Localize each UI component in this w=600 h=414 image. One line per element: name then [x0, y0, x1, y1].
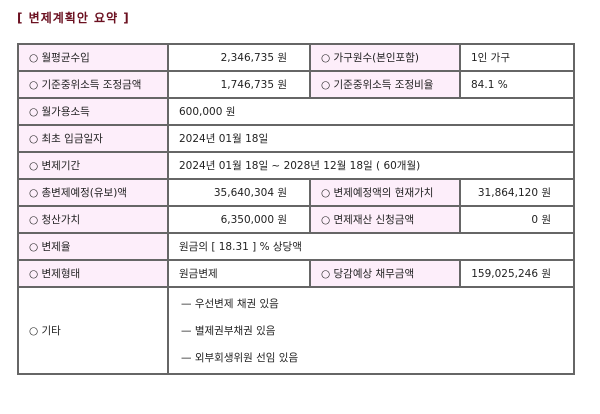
value-total: 35,640,304 원: [167, 178, 311, 207]
value-rate: 원금의 [ 18.31 ] % 상당액: [167, 232, 575, 261]
table-row: ○ 변제기간 2024년 01월 18일 ~ 2028년 12월 18일 ( 6…: [17, 151, 575, 180]
label-first-payment: ○ 최초 입금일자: [17, 124, 169, 153]
label-disposable: ○ 월가용소득: [17, 97, 169, 126]
etc-item: — 외부회생위원 선임 있음: [181, 352, 299, 364]
label-total: ○ 총변제예정(유보)액: [17, 178, 169, 207]
value-first-payment: 2024년 01월 18일: [167, 124, 575, 153]
value-period: 2024년 01월 18일 ~ 2028년 12월 18일 ( 60개월): [167, 151, 575, 180]
table-row: ○ 기타 — 우선변제 채권 있음 — 별제권부채권 있음 — 외부회생위원 선…: [17, 286, 575, 375]
label-present-value: ○ 변제예정액의 현재가치: [309, 178, 461, 207]
label-monthly-income: ○ 월평균수입: [17, 43, 169, 72]
value-liquidation: 6,350,000 원: [167, 205, 311, 234]
label-liquidation: ○ 청산가치: [17, 205, 169, 234]
label-etc: ○ 기타: [17, 286, 169, 375]
etc-item: — 우선변제 채권 있음: [181, 298, 279, 310]
page-title: [ 변제계획안 요약 ]: [17, 11, 130, 25]
value-type: 원금변제: [167, 259, 311, 288]
table-row: ○ 변제율 원금의 [ 18.31 ] % 상당액: [17, 232, 575, 261]
value-disposable: 600,000 원: [167, 97, 575, 126]
table-row: ○ 청산가치 6,350,000 원 ○ 면제재산 신청금액 0 원: [17, 205, 575, 234]
table-row: ○ 최초 입금일자 2024년 01월 18일: [17, 124, 575, 153]
value-present-value: 31,864,120 원: [459, 178, 575, 207]
label-debt: ○ 당감예상 채무금액: [309, 259, 461, 288]
label-rate: ○ 변제율: [17, 232, 169, 261]
table-row: ○ 기준중위소득 조정금액 1,746,735 원 ○ 기준중위소득 조정비율 …: [17, 70, 575, 99]
value-adj-ratio: 84.1 %: [459, 70, 575, 99]
value-adj-amount: 1,746,735 원: [167, 70, 311, 99]
label-exempt: ○ 면제재산 신청금액: [309, 205, 461, 234]
label-household: ○ 가구원수(본인포함): [309, 43, 461, 72]
label-type: ○ 변제형태: [17, 259, 169, 288]
value-debt: 159,025,246 원: [459, 259, 575, 288]
table-row: ○ 월가용소득 600,000 원: [17, 97, 575, 126]
table-row: ○ 변제형태 원금변제 ○ 당감예상 채무금액 159,025,246 원: [17, 259, 575, 288]
table-row: ○ 월평균수입 2,346,735 원 ○ 가구원수(본인포함) 1인 가구: [17, 43, 575, 72]
etc-item: — 별제권부채권 있음: [181, 325, 276, 337]
label-period: ○ 변제기간: [17, 151, 169, 180]
value-household: 1인 가구: [459, 43, 575, 72]
value-exempt: 0 원: [459, 205, 575, 234]
summary-table: ○ 월평균수입 2,346,735 원 ○ 가구원수(본인포함) 1인 가구 ○…: [17, 43, 575, 375]
value-monthly-income: 2,346,735 원: [167, 43, 311, 72]
table-row: ○ 총변제예정(유보)액 35,640,304 원 ○ 변제예정액의 현재가치 …: [17, 178, 575, 207]
label-adj-ratio: ○ 기준중위소득 조정비율: [309, 70, 461, 99]
label-adj-amount: ○ 기준중위소득 조정금액: [17, 70, 169, 99]
value-etc: — 우선변제 채권 있음 — 별제권부채권 있음 — 외부회생위원 선임 있음: [167, 286, 575, 375]
